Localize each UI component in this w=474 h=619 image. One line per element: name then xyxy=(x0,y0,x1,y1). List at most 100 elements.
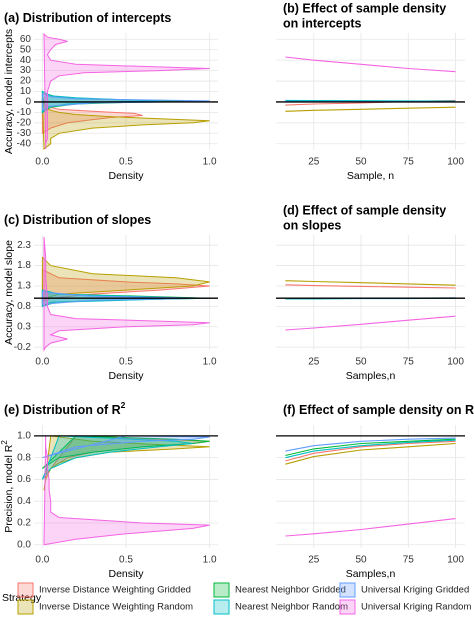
x-tick-label: 0.0 xyxy=(35,555,49,566)
y-tick-label: 1.0 xyxy=(17,431,31,442)
legend-swatch xyxy=(213,582,230,598)
legend-swatch xyxy=(17,582,34,598)
x-tick-label: 100 xyxy=(447,555,464,566)
series-line xyxy=(285,438,456,457)
x-axis-label: Samples,n xyxy=(346,370,396,382)
y-label-text: Accuracy, model intercepts xyxy=(3,29,15,154)
y-tick-label: 0.8 xyxy=(17,301,31,312)
y-tick-label: 0.0 xyxy=(17,539,31,550)
density-area xyxy=(43,435,210,546)
x-axis-label: Density xyxy=(108,370,144,382)
panel-title: (a) Distribution of intercepts xyxy=(4,11,171,25)
y-label-text: Precision, model R xyxy=(3,444,15,533)
x-tick-label: 1.0 xyxy=(203,157,217,168)
title-text: (c) Distribution of slopes xyxy=(4,213,151,227)
x-tick-label: 100 xyxy=(447,157,464,168)
x-tick-label: 75 xyxy=(403,357,415,368)
y-tick-label: 0.3 xyxy=(17,321,31,332)
x-tick-label: 100 xyxy=(447,357,464,368)
y-tick-label: 40 xyxy=(20,55,32,66)
series-line xyxy=(285,56,456,73)
x-tick-label: 25 xyxy=(308,357,320,368)
y-label-sup: 2 xyxy=(0,440,9,445)
x-tick-label: 50 xyxy=(355,555,367,566)
title-text: (a) Distribution of intercepts xyxy=(4,11,171,25)
legend-label: Universal Kriging Random xyxy=(361,602,471,613)
y-tick-label: -0.2 xyxy=(14,342,32,353)
legend-swatch xyxy=(213,599,230,615)
y-tick-label: -40 xyxy=(17,138,32,149)
title-sup: 2 xyxy=(121,400,126,410)
density-area xyxy=(41,268,210,304)
y-tick-label: -20 xyxy=(17,117,32,128)
x-tick-label: 0.0 xyxy=(35,157,49,168)
y-tick-label: 0.4 xyxy=(17,496,31,507)
x-axis-label: Sample, n xyxy=(347,170,394,182)
panel-title: (e) Distribution of R2 xyxy=(4,400,126,417)
y-tick-label: 10 xyxy=(20,86,32,97)
legend-label: Nearest Neighbor Random xyxy=(235,602,348,613)
series-line xyxy=(285,106,456,112)
y-tick-label: 1.8 xyxy=(17,260,31,271)
panel-title: (c) Distribution of slopes xyxy=(4,213,151,227)
y-axis-label: Precision, model R2 xyxy=(0,440,15,533)
panel-title: (d) Effect of sample density xyxy=(283,203,446,217)
title-text: (e) Distribution of R xyxy=(4,403,121,417)
x-tick-label: 25 xyxy=(308,157,320,168)
series-line xyxy=(285,315,456,331)
y-axis-label: Accuracy, model slope xyxy=(3,240,15,345)
panel-title: on intercepts xyxy=(283,16,362,30)
panel-title: (b) Effect of sample density xyxy=(283,1,446,15)
y-tick-label: -30 xyxy=(17,128,32,139)
legend-swatch xyxy=(17,599,34,615)
legend-swatch xyxy=(339,582,356,598)
x-tick-label: 1.0 xyxy=(203,357,217,368)
y-tick-label: 20 xyxy=(20,76,32,87)
title-text: (f) Effect of sample density on R xyxy=(283,403,474,417)
density-area xyxy=(41,100,143,135)
y-label-text: Accuracy, model slope xyxy=(3,240,15,345)
x-tick-label: 0.0 xyxy=(35,357,49,368)
x-axis-label: Density xyxy=(108,170,144,182)
y-tick-label: 1.3 xyxy=(17,281,31,292)
legend-title: Strategy xyxy=(2,592,42,604)
y-tick-label: 0.2 xyxy=(17,518,31,529)
series-line xyxy=(285,439,456,459)
series-line xyxy=(285,437,456,452)
x-tick-label: 0.5 xyxy=(119,357,133,368)
series-line xyxy=(285,280,456,286)
series-line xyxy=(285,99,456,102)
x-tick-label: 50 xyxy=(355,357,367,368)
legend-label: Nearest Neighbor Gridded xyxy=(235,585,346,596)
y-tick-label: 0.6 xyxy=(17,474,31,485)
x-tick-label: 75 xyxy=(403,555,415,566)
legend-label: Inverse Distance Weighting Gridded xyxy=(39,585,191,596)
legend-label: Inverse Distance Weighting Random xyxy=(39,602,193,613)
x-tick-label: 1.0 xyxy=(203,555,217,566)
series-line xyxy=(285,284,456,289)
x-tick-label: 0.5 xyxy=(119,157,133,168)
series-line xyxy=(285,518,456,537)
y-axis-label: Accuracy, model intercepts xyxy=(3,29,15,154)
density-area xyxy=(43,32,210,150)
y-tick-label: 50 xyxy=(20,44,32,55)
x-tick-label: 50 xyxy=(355,157,367,168)
series-line xyxy=(285,440,456,462)
legend-label: Universal Kriging Gridded xyxy=(361,585,469,596)
density-area xyxy=(41,256,210,304)
legend-swatch xyxy=(339,599,356,615)
x-axis-label: Samples,n xyxy=(346,568,396,580)
density-area xyxy=(43,236,210,352)
y-tick-label: 2.3 xyxy=(17,240,31,251)
x-tick-label: 0.5 xyxy=(119,555,133,566)
y-tick-label: 60 xyxy=(20,34,32,45)
panel-title: (f) Effect of sample density on R2 xyxy=(283,400,474,417)
x-tick-label: 75 xyxy=(403,157,415,168)
y-tick-label: 30 xyxy=(20,65,32,76)
y-tick-label: 0 xyxy=(25,97,31,108)
x-tick-label: 25 xyxy=(308,555,320,566)
y-tick-label: -10 xyxy=(17,107,32,118)
x-axis-label: Density xyxy=(108,568,144,580)
series-line xyxy=(285,442,456,465)
